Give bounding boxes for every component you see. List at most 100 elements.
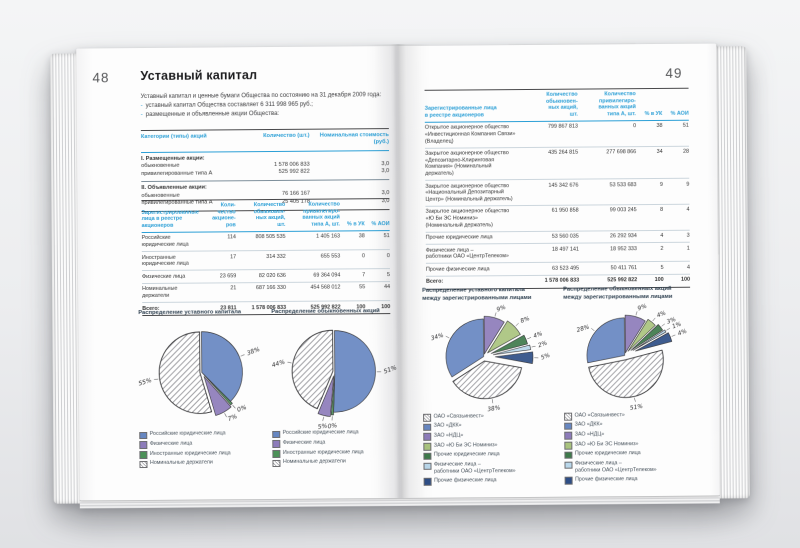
table-cell: 26 292 934	[578, 230, 637, 244]
pie-slice	[586, 317, 625, 363]
pie-label-line	[240, 354, 245, 357]
column-header: Зарегистрированные лица в реестре акцион…	[141, 200, 204, 233]
intro-text: Уставный капитал и ценные бумаги Обществ…	[141, 91, 391, 120]
legend-label: Иностранные юридические лица	[282, 448, 364, 456]
page-48: 48 Уставный капитал Уставный капитал и ц…	[76, 46, 400, 501]
legend-item: Прочие юридические лица	[564, 450, 695, 460]
legend-item: ЗАО «ДКК»	[564, 421, 695, 430]
page-number-left: 48	[92, 70, 110, 86]
pie-label-line	[232, 404, 236, 409]
pie-slice	[333, 330, 376, 413]
pie-slice	[627, 318, 656, 352]
page-edges-right	[714, 46, 750, 499]
legend-item: Физические лица – работники ОАО «ЦентрТе…	[423, 461, 554, 476]
page-number-right: 49	[665, 65, 683, 81]
legend-swatch	[423, 462, 432, 470]
table-row: Открытое акционерное общество «Инвестици…	[424, 120, 689, 148]
legend-swatch	[423, 477, 432, 486]
pie-label: 2%	[537, 340, 548, 349]
column-header: Зарегистрированные лица в реестре акцион…	[424, 89, 526, 123]
legend-swatch	[272, 459, 281, 468]
table-cell: 1 405 163	[285, 230, 341, 251]
pie-slice	[487, 320, 521, 353]
book-spread: 48 Уставный капитал Уставный капитал и ц…	[76, 43, 720, 501]
table-cell: Номинальные держатели	[142, 282, 205, 303]
pie-label-line	[224, 412, 227, 417]
bullet-dash-icon: -	[140, 112, 143, 119]
pie-label-line	[494, 312, 497, 317]
legend-item: Номинальные держатели	[272, 458, 393, 468]
pie-label-line	[322, 416, 324, 421]
pie-label-line	[652, 317, 656, 321]
table-cell: 21	[204, 282, 237, 303]
pie-label: 7%	[227, 413, 239, 423]
pie-label-line	[671, 334, 676, 337]
pie-label-line	[666, 327, 671, 331]
table-cell: 8	[636, 204, 664, 231]
legend-item: Прочие физические лица	[564, 475, 696, 485]
cell-value: 3,0	[381, 168, 390, 175]
pie-label: 4%	[656, 310, 667, 319]
chart-title: Распределение уставного капитала	[138, 309, 242, 317]
pie-slice	[445, 318, 484, 377]
table-cell: 38	[635, 120, 663, 147]
pie-label-line	[634, 397, 636, 402]
legend: Российские юридические лица Физические ли…	[139, 430, 260, 469]
pie-chart: 51% 0%5% 44%	[271, 329, 398, 431]
column-header: % АОИ	[662, 88, 689, 121]
table-cell: 61 950 858	[525, 204, 579, 232]
legend-item: Физические лица – работники ОАО «ЦентрТе…	[564, 460, 695, 475]
legend-item: ОАО «Связьинвест»	[564, 411, 695, 421]
table-header-row: Зарегистрированные лица в реестре акцион…	[424, 88, 689, 123]
table-cell: Прочие юридические лица	[425, 231, 527, 245]
table-cell: 655 553	[285, 250, 341, 270]
legend-swatch	[423, 423, 431, 432]
table-cell: Закрытое акционерное общество «Ю Би ЭС Н…	[425, 205, 526, 232]
table-cell: 69 364 094	[285, 269, 341, 283]
legend-item: Физические лица	[139, 440, 260, 449]
table-cell: 1	[663, 242, 690, 262]
table-cell: 0	[577, 120, 637, 147]
pie-label-line	[591, 327, 595, 331]
legend-label: Физические лица – работники ОАО «ЦентрТе…	[574, 460, 657, 474]
column-header: Количество привилегиро- ванных акций тип…	[577, 88, 636, 121]
legend: ОАО «Связьинвест» ЗАО «ДКК» ЗАО «НДЦ» ЗАО «…	[423, 412, 555, 486]
registered-persons-table: Зарегистрированные лица в реестре акцион…	[141, 198, 391, 316]
pie-block: Распределение обыкновенных акций между з…	[563, 286, 696, 486]
legend-swatch	[272, 449, 280, 458]
registered-persons-table-detailed: Зарегистрированные лица в реестре акцион…	[424, 87, 691, 290]
page-title: Уставный капитал	[140, 68, 258, 84]
pie-slice	[291, 329, 334, 409]
legend-label: ЗАО «НДЦ»	[574, 431, 605, 438]
table-cell: 18 952 333	[578, 242, 638, 263]
pie-label: 34%	[430, 332, 444, 341]
table-cell: 5	[637, 261, 664, 275]
column-header: Количество обыкновен- ных акций, шт.	[524, 89, 578, 122]
pie-label: 8%	[520, 316, 531, 325]
pie-block: Распределение уставного капитала 38% 0% 7%…	[138, 309, 261, 470]
pie-slice	[630, 323, 663, 351]
pie-slice	[483, 315, 505, 354]
row-label: привилегированные типа А	[141, 170, 213, 177]
column-header: Коли- чество акционе- ров	[203, 199, 236, 232]
table-cell: 55	[340, 281, 366, 301]
table-cell: 18 497 141	[526, 243, 580, 263]
table-cell: I. Размещенные акции: обыкновенные привиле…	[141, 155, 245, 178]
column-header: Категории (типы) акций	[140, 133, 207, 140]
legend-label: Номинальные держатели	[282, 458, 346, 466]
legend-item: Российские юридические лица	[272, 429, 393, 439]
pie-chart: 9%4%3%1%4%51%28%	[576, 303, 688, 411]
table-cell: 3	[663, 229, 690, 243]
pie-slice	[490, 334, 528, 354]
registered-persons-table: Зарегистрированные лица в реестре акцион…	[141, 198, 391, 316]
pie-slice	[494, 351, 534, 364]
book: 48 Уставный капитал Уставный капитал и ц…	[50, 41, 750, 509]
pie-label: 38%	[487, 405, 501, 413]
table-cell: 114	[203, 231, 237, 252]
chart-title: Распределение обыкновенных акций между з…	[563, 285, 673, 301]
pie-label: 44%	[271, 358, 286, 369]
pie-chart: 38% 0%7% 55%	[138, 331, 261, 423]
legend-swatch	[564, 412, 572, 421]
legend-swatch	[139, 441, 147, 449]
